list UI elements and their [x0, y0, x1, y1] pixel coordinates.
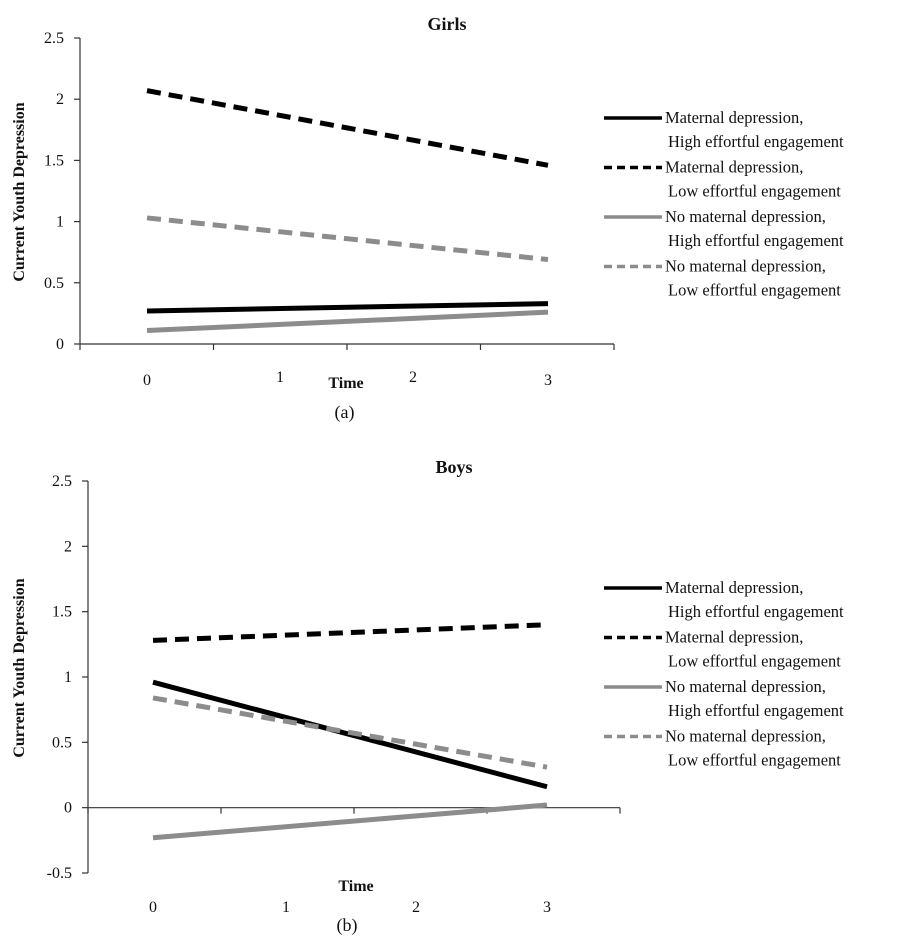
y-tick-label: 2.5 [52, 473, 72, 490]
legend-label-1: Maternal depression, Low effortful engage… [665, 628, 841, 671]
y-tick-label: 0.5 [52, 734, 72, 751]
figure-caption: (b) [337, 915, 358, 936]
y-tick-label: 0.5 [44, 275, 64, 292]
x-tick-label: 3 [543, 899, 551, 916]
series-line-1 [146, 88, 549, 168]
chart-0: Girls 0 0.5 1 1.5 2 2.5 0 1 2 3 Time Current Youth D… [11, 14, 844, 423]
legend-label-0: Maternal depression, High effortful engag… [665, 578, 844, 621]
legend-label-2: No maternal depression, High effortful en… [665, 207, 844, 250]
y-tick-label: 2 [56, 91, 64, 108]
series-line-3 [152, 695, 548, 770]
x-tick-label: 1 [276, 369, 284, 386]
legend-label-3: No maternal depression, Low effortful eng… [665, 257, 841, 300]
series-line-0 [146, 301, 549, 314]
y-tick-label: 0 [56, 336, 64, 353]
x-tick-label: 2 [409, 369, 417, 386]
x-tick-label: 0 [149, 899, 157, 916]
y-tick-label: 1.5 [52, 604, 72, 621]
legend: Maternal depression, High effortful engag… [604, 578, 844, 770]
legend-label-1: Maternal depression, Low effortful engage… [665, 158, 841, 201]
y-axis-label: Current Youth Depression [11, 102, 28, 281]
series-line-2 [152, 802, 548, 841]
legend-label-3: No maternal depression, Low effortful eng… [665, 727, 841, 770]
series-line-2 [146, 309, 549, 334]
x-tick-label: 0 [143, 372, 151, 389]
x-tick-label: 3 [544, 372, 552, 389]
legend-label-0: Maternal depression, High effortful engag… [665, 108, 844, 151]
y-axis-label: Current Youth Depression [11, 578, 28, 757]
y-tick-label: 2 [64, 538, 72, 555]
figure-caption: (a) [335, 402, 355, 423]
y-tick-label: 2.5 [44, 30, 64, 47]
legend: Maternal depression, High effortful engag… [604, 108, 844, 300]
y-tick-label: 1 [64, 669, 72, 686]
y-tick-label: -0.5 [47, 865, 72, 882]
legend-label-2: No maternal depression, High effortful en… [665, 677, 844, 720]
y-tick-label: 1 [56, 214, 64, 231]
x-axis-label: Time [328, 375, 363, 392]
x-tick-label: 1 [282, 899, 290, 916]
series-line-3 [146, 215, 549, 263]
chart-title: Girls [428, 14, 467, 34]
chart-1: Boys -0.5 0 0.5 1 1.5 2 2.5 0 1 2 3 Time Current Yout… [11, 457, 844, 936]
y-tick-label: 0 [64, 800, 72, 817]
series-line-1 [152, 622, 548, 643]
x-tick-label: 2 [412, 899, 420, 916]
chart-title: Boys [435, 457, 472, 477]
x-axis-label: Time [338, 878, 373, 895]
y-tick-label: 1.5 [44, 152, 64, 169]
